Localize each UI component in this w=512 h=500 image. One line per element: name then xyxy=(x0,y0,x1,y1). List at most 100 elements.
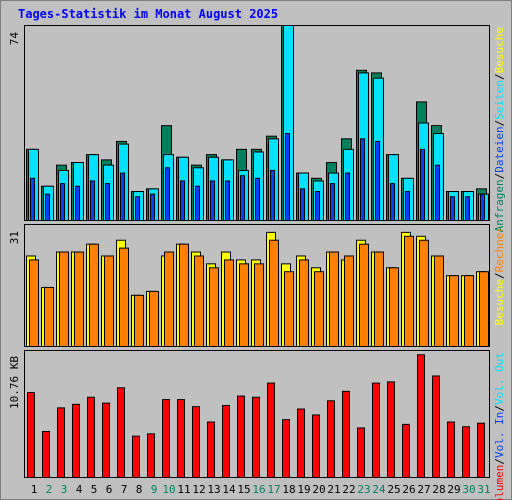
bar-volume-day-9 xyxy=(147,433,155,479)
bar-files-day-14 xyxy=(225,180,230,222)
bar-files-day-6 xyxy=(105,183,110,221)
x-tick-day-11: 11 xyxy=(177,483,190,496)
x-tick-day-5: 5 xyxy=(91,483,98,496)
bar-files-day-15 xyxy=(240,175,245,221)
x-tick-day-3: 3 xyxy=(61,483,68,496)
bar-files-day-31 xyxy=(480,193,485,222)
bar-files-day-10 xyxy=(165,167,170,222)
bar-files-day-25 xyxy=(390,183,395,221)
bar-sites-day-9 xyxy=(149,290,159,348)
bar-volume-day-31 xyxy=(477,422,485,479)
bar-sites-day-18 xyxy=(284,271,294,347)
bar-files-day-7 xyxy=(120,172,125,221)
bar-volume-day-15 xyxy=(237,395,245,478)
x-tick-day-18: 18 xyxy=(282,483,295,496)
bar-volume-day-4 xyxy=(72,403,80,478)
x-tick-day-22: 22 xyxy=(342,483,355,496)
x-tick-day-20: 20 xyxy=(312,483,325,496)
x-tick-day-14: 14 xyxy=(222,483,236,496)
bar-volume-day-12 xyxy=(192,406,200,478)
x-tick-day-24: 24 xyxy=(372,483,386,496)
x-tick-day-15: 15 xyxy=(237,483,250,496)
bar-sites-day-21 xyxy=(329,251,339,347)
x-tick-day-16: 16 xyxy=(252,483,265,496)
bar-files-day-18 xyxy=(285,133,290,221)
bar-files-day-16 xyxy=(255,177,260,222)
bar-volume-day-3 xyxy=(57,407,65,478)
bar-sites-day-16 xyxy=(254,263,264,347)
x-tick-day-29: 29 xyxy=(447,483,460,496)
bar-volume-day-6 xyxy=(102,402,110,478)
bar-files-day-2 xyxy=(45,193,50,222)
x-tick-day-13: 13 xyxy=(207,483,220,496)
bar-sites-day-13 xyxy=(209,267,219,347)
bar-volume-day-25 xyxy=(387,381,395,478)
bar-sites-day-24 xyxy=(374,251,384,347)
x-tick-day-10: 10 xyxy=(162,483,175,496)
bar-volume-day-23 xyxy=(357,427,365,479)
bar-volume-day-17 xyxy=(267,382,275,478)
bar-files-day-3 xyxy=(60,183,65,221)
bar-sites-day-30 xyxy=(464,275,474,347)
bar-sites-day-26 xyxy=(404,235,414,348)
bar-files-day-27 xyxy=(420,148,425,221)
legend-label-volume-4: Vol. Out xyxy=(493,352,506,405)
bar-files-day-30 xyxy=(465,196,470,221)
x-tick-day-25: 25 xyxy=(387,483,400,496)
bar-sites-day-17 xyxy=(269,239,279,347)
x-tick-day-1: 1 xyxy=(31,483,38,496)
legend-label-volume-1: / xyxy=(493,458,506,465)
y-max-label-hits-files-pages: 74 xyxy=(8,32,21,46)
bar-volume-day-24 xyxy=(372,382,380,478)
legend-label-volume-0: Volumen xyxy=(493,465,506,500)
bar-volume-day-2 xyxy=(42,430,50,479)
bar-sites-day-10 xyxy=(164,251,174,347)
bar-sites-day-2 xyxy=(44,286,54,347)
x-tick-day-12: 12 xyxy=(192,483,205,496)
bar-files-day-5 xyxy=(90,180,95,222)
x-tick-day-6: 6 xyxy=(106,483,113,496)
x-tick-day-28: 28 xyxy=(432,483,445,496)
bar-volume-day-18 xyxy=(282,419,290,479)
bar-files-day-11 xyxy=(180,180,185,222)
x-tick-day-7: 7 xyxy=(121,483,128,496)
bar-files-day-29 xyxy=(450,196,455,221)
bar-sites-day-15 xyxy=(239,263,249,347)
y-max-label-visits-sites: 31 xyxy=(8,231,21,244)
bar-files-day-23 xyxy=(360,138,365,221)
bar-files-day-17 xyxy=(270,169,275,221)
bar-files-day-20 xyxy=(315,191,320,222)
bar-sites-day-3 xyxy=(59,251,69,347)
right-legend-volume: Volumen/Vol. In/Vol. Out xyxy=(493,352,506,500)
bar-volume-day-22 xyxy=(342,390,350,478)
bar-files-day-12 xyxy=(195,185,200,221)
x-tick-day-8: 8 xyxy=(136,483,143,496)
x-tick-day-31: 31 xyxy=(477,483,490,496)
right-legend-hits-files-pages: Anfragen/Dateien/Seiten/Besuche xyxy=(493,27,506,232)
bar-files-day-21 xyxy=(330,183,335,221)
x-tick-day-4: 4 xyxy=(76,483,83,496)
bar-sites-day-6 xyxy=(104,255,114,347)
bar-sites-day-4 xyxy=(74,251,84,347)
bar-volume-day-14 xyxy=(222,405,230,478)
x-tick-day-19: 19 xyxy=(297,483,310,496)
bar-sites-day-28 xyxy=(434,255,444,347)
bar-sites-day-8 xyxy=(134,294,144,348)
legend-label-hits-files-pages-2: Dateien xyxy=(493,126,506,172)
bar-layer xyxy=(26,25,489,479)
legend-label-hits-files-pages-1: / xyxy=(493,173,506,180)
bar-sites-day-14 xyxy=(224,259,234,347)
bar-sites-day-1 xyxy=(29,259,39,347)
x-tick-day-21: 21 xyxy=(327,483,340,496)
right-legend-visits-sites: Besuche/Rechner xyxy=(493,226,506,326)
bar-volume-day-27 xyxy=(417,354,425,479)
bar-sites-day-20 xyxy=(314,271,324,347)
bar-volume-day-29 xyxy=(447,421,455,479)
bar-volume-day-10 xyxy=(162,399,170,478)
bar-volume-day-13 xyxy=(207,421,215,479)
bar-files-day-19 xyxy=(300,188,305,221)
x-tick-day-30: 30 xyxy=(462,483,475,496)
bar-sites-day-29 xyxy=(449,275,459,347)
